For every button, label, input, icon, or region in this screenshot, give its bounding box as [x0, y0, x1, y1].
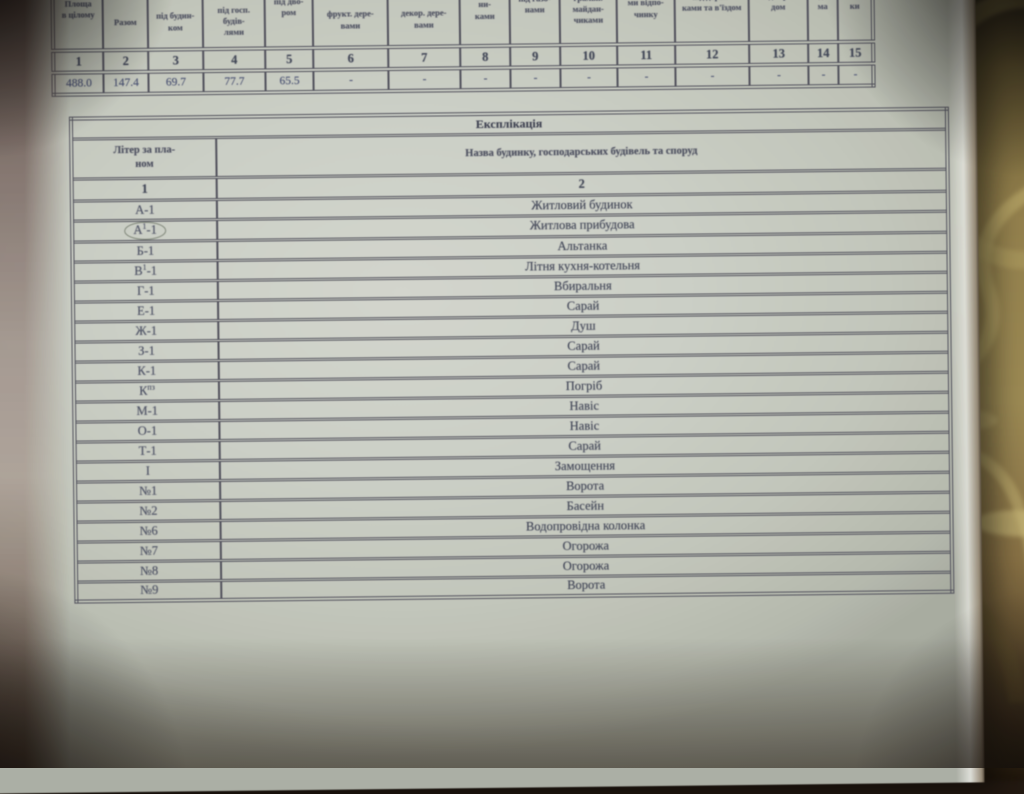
header-built-total: Разом: [102, 0, 149, 51]
column-number: 14: [808, 41, 839, 65]
area-value: -: [388, 68, 461, 92]
area-value: -: [560, 66, 618, 90]
header-pond: водой- ма: [807, 0, 839, 43]
row-letter-cell: О-1: [74, 419, 220, 442]
column-number: 11: [617, 43, 676, 67]
area-value: -: [460, 67, 511, 91]
column-number: 7: [388, 46, 461, 70]
header-total-area: Площа в цілому: [52, 0, 104, 51]
row-letter-cell: А1-1: [72, 219, 218, 242]
header-vegetable-garden: під горо- дом: [748, 0, 809, 43]
header-paths: під доріж- ками та в'їздом: [674, 0, 750, 44]
row-letter-cell: Б-1: [72, 240, 218, 262]
column-number: 15: [838, 41, 874, 64]
area-value: 65.5: [265, 69, 314, 93]
row-letter-cell: Е-1: [72, 300, 219, 322]
area-value: -: [749, 64, 809, 87]
area-value: 147.4: [103, 71, 149, 95]
area-value: -: [838, 63, 874, 86]
area-value: -: [617, 65, 676, 89]
area-value: -: [675, 64, 750, 88]
column-number: 9: [510, 45, 561, 68]
column-number: 5: [265, 47, 314, 71]
document-page: Площа в цілому зайнята будівлями під дво…: [0, 0, 985, 794]
row-letter-cell: М-1: [74, 399, 220, 422]
row-letter-cell: №1: [75, 479, 221, 502]
area-value: 488.0: [53, 72, 104, 95]
row-letter-cell: І: [74, 459, 221, 482]
header-rest-places: під місця- ми відпо- чинку: [616, 0, 676, 45]
area-value: -: [808, 63, 839, 87]
column-number: 12: [675, 42, 750, 66]
column-number: 13: [749, 42, 809, 65]
row-letter-cell: №7: [75, 539, 221, 562]
header-letter-on-plan: Літер за пла- ном: [71, 137, 217, 179]
header-playgrounds: під дитяч. гральн. майдан- чиками: [559, 0, 618, 46]
row-letter-cell: Г-1: [72, 280, 218, 302]
row-letter-cell: №6: [75, 519, 221, 542]
header-under-house: під будин- ком: [147, 0, 204, 50]
area-value: -: [510, 67, 561, 90]
column-number: 10: [560, 44, 618, 68]
row-letter-cell: Ж-1: [73, 319, 219, 342]
area-value: -: [313, 69, 389, 92]
column-number: 4: [203, 48, 266, 72]
row-letter-cell: №2: [75, 499, 221, 522]
row-letter-cell: З-1: [73, 339, 219, 362]
column-number: 3: [148, 49, 204, 72]
header-yard: під дво- ром: [264, 0, 314, 49]
header-flowerbeds: під квіт- ни- ками: [459, 0, 511, 47]
column-number: 8: [460, 45, 511, 69]
area-value: 77.7: [203, 70, 266, 94]
header-other: лиш- ки: [837, 0, 874, 42]
row-letter-cell: №8: [75, 559, 222, 582]
column-number: 1: [53, 50, 104, 73]
column-number: 2: [103, 49, 149, 73]
header-decorative-trees: декор. дере- вами: [387, 0, 461, 48]
header-fruit-trees: фрукт. дере- вами: [312, 0, 389, 48]
header-under-farm-buildings: під госп. будів- лями: [202, 0, 266, 50]
column-number: 6: [313, 47, 389, 70]
row-letter-cell: В1-1: [72, 260, 218, 282]
row-letter-cell: А-1: [71, 199, 218, 221]
pencil-circle-annotation: А1-1: [124, 221, 167, 240]
area-value: 69.7: [148, 71, 204, 94]
column-number: 1: [71, 177, 217, 201]
row-letter-cell: №9: [76, 579, 222, 602]
row-letter-cell: Т-1: [74, 439, 220, 462]
land-area-table: Площа в цілому зайнята будівлями під дво…: [50, 0, 876, 97]
header-lawns: під газо- нами: [509, 0, 561, 46]
row-letter-cell: Кпз: [73, 379, 220, 402]
row-letter-cell: К-1: [73, 359, 219, 382]
explication-table: Експлікація Літер за пла- ном Назва буди…: [68, 106, 955, 604]
